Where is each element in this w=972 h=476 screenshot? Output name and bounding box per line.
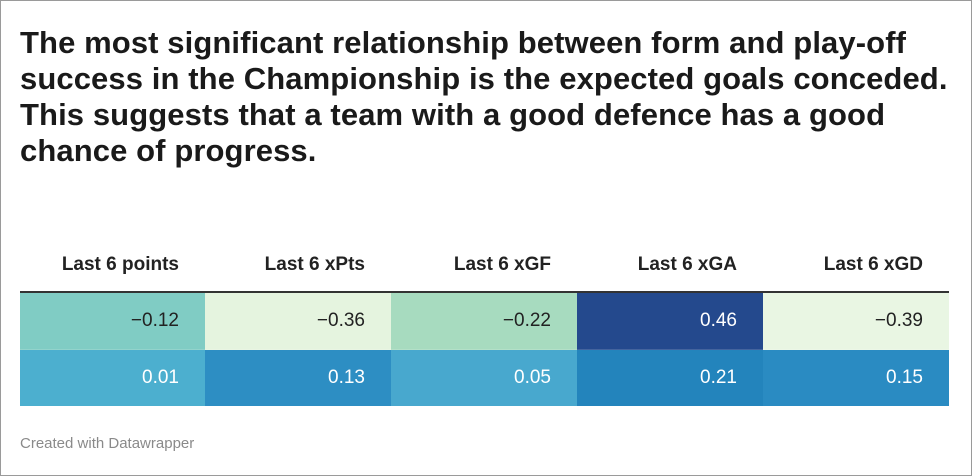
- column-header: Last 6 xGF: [391, 219, 577, 293]
- table-cell: 0.01: [20, 349, 205, 406]
- table-row: −0.12 −0.36 −0.22 0.46 −0.39: [20, 291, 949, 350]
- table-cell: −0.12: [20, 291, 205, 350]
- table-cell: 0.05: [391, 349, 577, 406]
- table-cell: 0.13: [205, 349, 391, 406]
- footer: Created with Datawrapper: [20, 435, 195, 452]
- table-cell: −0.22: [391, 291, 577, 350]
- column-header: Last 6 xGA: [577, 219, 763, 293]
- table-cell: −0.39: [763, 291, 949, 350]
- table-row: 0.01 0.13 0.05 0.21 0.15: [20, 349, 949, 406]
- title: The most significant relationship betwee…: [20, 25, 948, 168]
- table-head: Last 6 points Last 6 xPts Last 6 xGF Last 6…: [20, 219, 949, 293]
- table-cell: −0.36: [205, 291, 391, 350]
- header-row: Last 6 points Last 6 xPts Last 6 xGF Last 6…: [20, 219, 949, 293]
- table-cell: 0.21: [577, 349, 763, 406]
- column-header: Last 6 points: [20, 219, 205, 293]
- table: Last 6 points Last 6 xPts Last 6 xGF Last 6…: [20, 219, 949, 406]
- table-cell: 0.46: [577, 291, 763, 350]
- column-header: Last 6 xPts: [205, 219, 391, 293]
- table-body: −0.12 −0.36 −0.22 0.46 −0.39 0.01 0.13 0.05 0.21…: [20, 291, 949, 406]
- column-header: Last 6 xGD: [763, 219, 949, 293]
- table-cell: 0.15: [763, 349, 949, 406]
